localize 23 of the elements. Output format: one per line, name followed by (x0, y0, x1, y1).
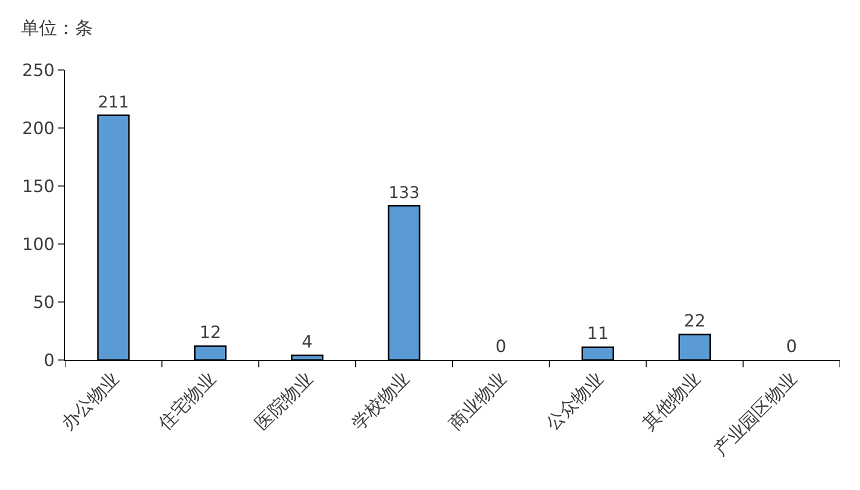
y-tick-label: 200 (22, 118, 55, 139)
data-label: 0 (496, 337, 506, 357)
y-tick-label: 100 (22, 234, 55, 255)
y-tick-label: 150 (22, 176, 55, 197)
y-tick-label: 250 (22, 60, 55, 81)
data-label: 12 (199, 323, 222, 344)
data-label: 11 (586, 324, 609, 344)
text: 单位：条 (21, 18, 93, 39)
data-label: 211 (98, 92, 129, 112)
x-tick-label: 学校物业 (348, 368, 414, 434)
x-tick-label: 办公物业 (58, 368, 124, 434)
x-tick-label: 其他物业 (638, 368, 705, 434)
data-label: 4 (302, 332, 313, 352)
x-tick-label: 医院物业 (251, 368, 318, 434)
y-tick-label: 50 (32, 292, 55, 313)
data-label: 0 (786, 337, 797, 357)
y-tick-label: 0 (44, 350, 55, 371)
x-tick-label: 产业园区物业 (710, 368, 802, 460)
x-tick-label: 住宅物业 (154, 368, 220, 436)
x-tick-label: 公众物业 (542, 368, 608, 434)
x-tick-label: 商业物业 (445, 368, 511, 434)
data-label: 22 (684, 311, 706, 332)
data-label: 133 (388, 182, 420, 202)
